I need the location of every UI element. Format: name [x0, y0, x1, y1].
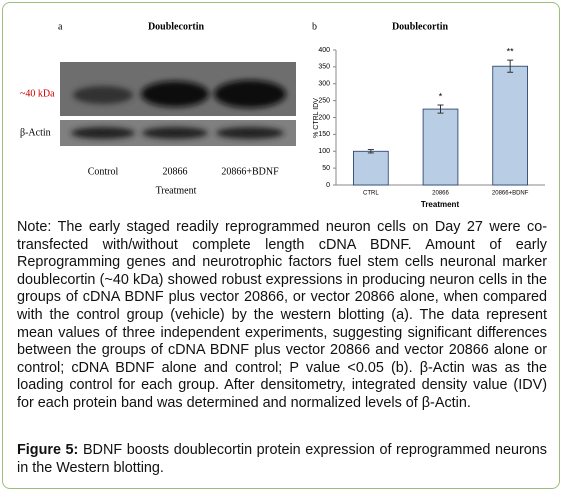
y-tick-label: 400	[318, 47, 330, 54]
lane-label: Control	[88, 166, 119, 177]
figure-caption: Figure 5: BDNF boosts doublecortin prote…	[17, 442, 547, 477]
band	[142, 127, 208, 139]
row-label: ~40 kDa	[20, 88, 55, 99]
caption-note: Note: The early staged readily reprogram…	[17, 219, 547, 411]
significance-mark: **	[507, 47, 515, 57]
bar	[492, 65, 528, 186]
bar	[353, 150, 389, 186]
x-tick-label: 20866+BDNF	[492, 191, 529, 197]
figure-frame	[2, 2, 560, 489]
y-tick-label: 250	[318, 97, 330, 104]
band	[214, 80, 286, 108]
y-tick-label: 50	[322, 165, 330, 172]
x-axis-label: Treatment	[421, 200, 460, 209]
chart-title: Doublecortin	[392, 21, 449, 32]
band	[73, 86, 133, 104]
y-tick-label: 0	[326, 182, 330, 189]
figure-label: Figure 5:	[17, 442, 79, 458]
y-axis-label: % CTRL IDV	[313, 98, 320, 138]
significance-mark: *	[439, 91, 443, 101]
x-tick-label: 20866	[432, 191, 449, 197]
y-tick-label: 300	[318, 81, 330, 88]
row-label: β-Actin	[20, 127, 51, 138]
y-tick-label: 350	[318, 64, 330, 71]
panel-title: Doublecortin	[148, 21, 205, 32]
band	[141, 81, 209, 107]
bar	[422, 108, 459, 186]
lane-label: 20866+BDNF	[221, 166, 279, 177]
y-tick-label: 100	[318, 148, 330, 155]
x-tick-label: CTRL	[363, 191, 379, 197]
lane-label: 20866	[163, 166, 188, 177]
band	[216, 127, 284, 139]
panel-label: b	[312, 21, 317, 32]
panel-label: a	[58, 21, 63, 32]
figure-caption-text: BDNF boosts doublecortin protein express…	[17, 442, 547, 476]
y-tick-label: 200	[318, 114, 330, 121]
band	[71, 127, 135, 139]
y-tick-label: 150	[318, 131, 330, 138]
axis-label: Treatment	[156, 185, 197, 196]
figure: a Doublecortin ~40 kDa β-Actin Control 2…	[20, 21, 545, 209]
